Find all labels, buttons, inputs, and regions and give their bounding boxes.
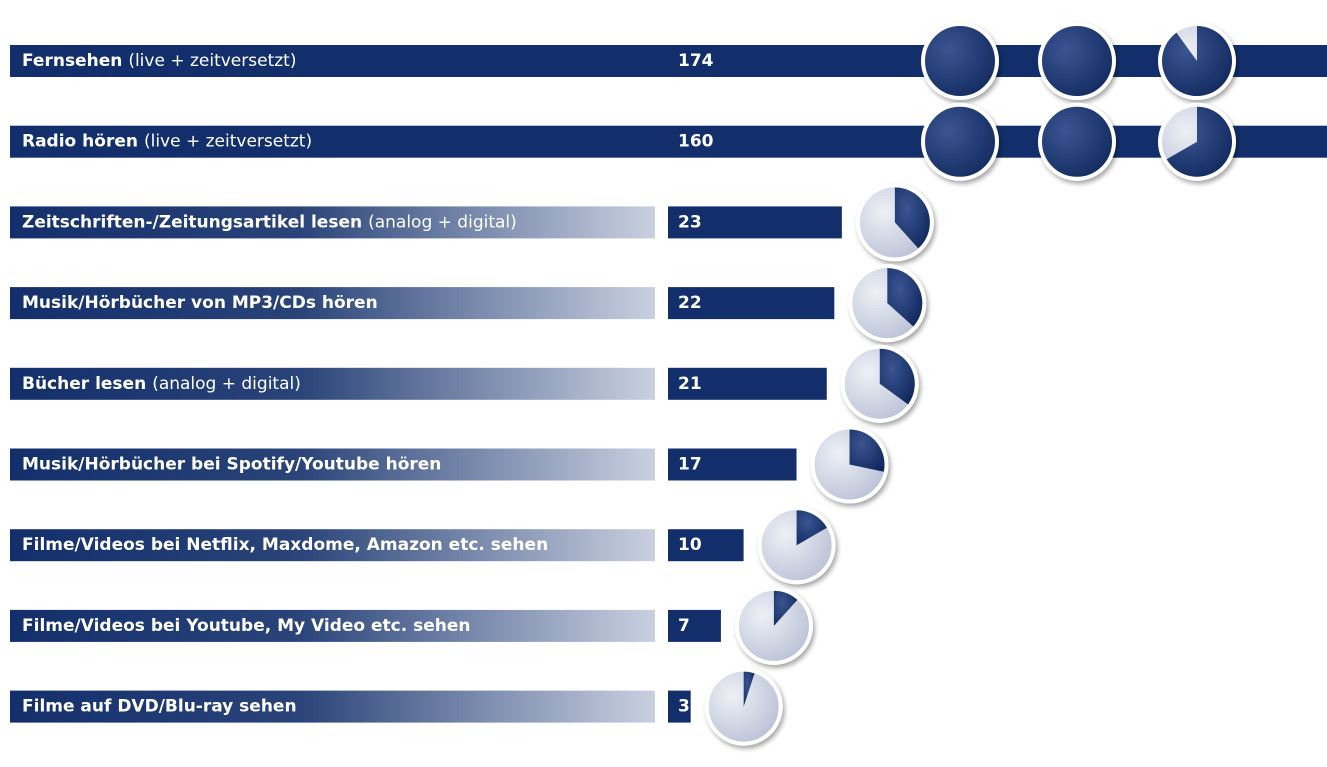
pie-wedge xyxy=(743,671,755,707)
category-name: Bücher lesen xyxy=(22,374,146,394)
clock-pie xyxy=(1038,102,1116,181)
category-detail: (analog + digital) xyxy=(368,212,517,232)
category-name: Zeitschriften-/Zeitungsartikel lesen xyxy=(22,212,362,232)
label-bar xyxy=(10,287,655,320)
value-label: 7 xyxy=(678,616,690,636)
pie-base xyxy=(1038,102,1116,181)
label-bar xyxy=(10,609,655,642)
bar xyxy=(668,287,835,320)
label-bar xyxy=(10,690,655,723)
category-label: Musik/Hörbücher bei Spotify/Youtube höre… xyxy=(22,455,441,475)
label-bar xyxy=(10,125,668,158)
clock-pie xyxy=(1158,22,1236,100)
value-label: 160 xyxy=(678,132,714,152)
value-label: 23 xyxy=(678,212,702,232)
pie-wedge xyxy=(879,348,915,405)
bar xyxy=(668,367,827,400)
label-bar xyxy=(10,206,655,239)
value-label: 174 xyxy=(678,51,714,71)
category-name: Filme auf DVD/Blu-ray sehen xyxy=(22,697,297,717)
bar xyxy=(668,206,842,239)
clock-pie xyxy=(921,102,999,181)
category-label: Bücher lesen (analog + digital) xyxy=(22,374,301,394)
clock-pie xyxy=(848,264,927,343)
clock-pie xyxy=(810,425,889,504)
clock-pie xyxy=(734,586,813,665)
category-name: Radio hören xyxy=(22,132,138,152)
value-label: 21 xyxy=(678,374,702,394)
bar xyxy=(668,690,691,723)
category-name: Filme/Videos bei Youtube, My Video etc. … xyxy=(22,616,471,636)
bar xyxy=(668,448,797,481)
category-name: Musik/Hörbücher von MP3/CDs hören xyxy=(22,293,378,313)
category-label: Zeitschriften-/Zeitungsartikel lesen (ana… xyxy=(22,212,517,232)
category-label: Radio hören (live + zeitversetzt) xyxy=(22,132,312,152)
category-name: Filme/Videos bei Netflix, Maxdome, Amazo… xyxy=(22,535,548,555)
bar xyxy=(668,529,744,562)
value-label: 17 xyxy=(678,455,702,475)
clock-pie xyxy=(757,506,836,585)
clock-pie xyxy=(921,22,999,100)
pie-base xyxy=(921,22,999,100)
category-name: Fernsehen xyxy=(22,51,122,71)
pie-wedge xyxy=(849,429,885,472)
clock-pie xyxy=(840,344,919,423)
value-label: 22 xyxy=(678,293,702,313)
category-label: Fernsehen (live + zeitversetzt) xyxy=(22,51,296,71)
label-bar xyxy=(10,367,655,400)
clock-pie xyxy=(855,183,934,262)
label-bar xyxy=(10,45,668,77)
category-detail: (live + zeitversetzt) xyxy=(128,51,296,71)
category-label: Filme/Videos bei Youtube, My Video etc. … xyxy=(22,616,471,636)
bar xyxy=(668,609,721,642)
pie-base xyxy=(921,102,999,181)
clock-pie xyxy=(1158,102,1236,181)
value-label: 3 xyxy=(678,697,690,717)
label-bar xyxy=(10,529,655,562)
category-detail: (live + zeitversetzt) xyxy=(144,132,312,152)
category-name: Musik/Hörbücher bei Spotify/Youtube höre… xyxy=(22,455,441,475)
value-label: 10 xyxy=(678,535,702,555)
clock-pie xyxy=(704,667,783,746)
category-label: Musik/Hörbücher von MP3/CDs hören xyxy=(22,293,378,313)
label-bar xyxy=(10,448,655,481)
pie-wedge xyxy=(1161,26,1232,96)
pie-wedge xyxy=(894,187,930,249)
pie-wedge xyxy=(1166,106,1232,177)
category-detail: (analog + digital) xyxy=(152,374,301,394)
pie-wedge xyxy=(887,268,923,327)
category-label: Filme auf DVD/Blu-ray sehen xyxy=(22,697,297,717)
pie-wedge xyxy=(773,590,798,626)
pie-wedge xyxy=(796,510,827,546)
clock-pie xyxy=(1038,22,1116,100)
pie-base xyxy=(1038,22,1116,100)
category-label: Filme/Videos bei Netflix, Maxdome, Amazo… xyxy=(22,535,548,555)
